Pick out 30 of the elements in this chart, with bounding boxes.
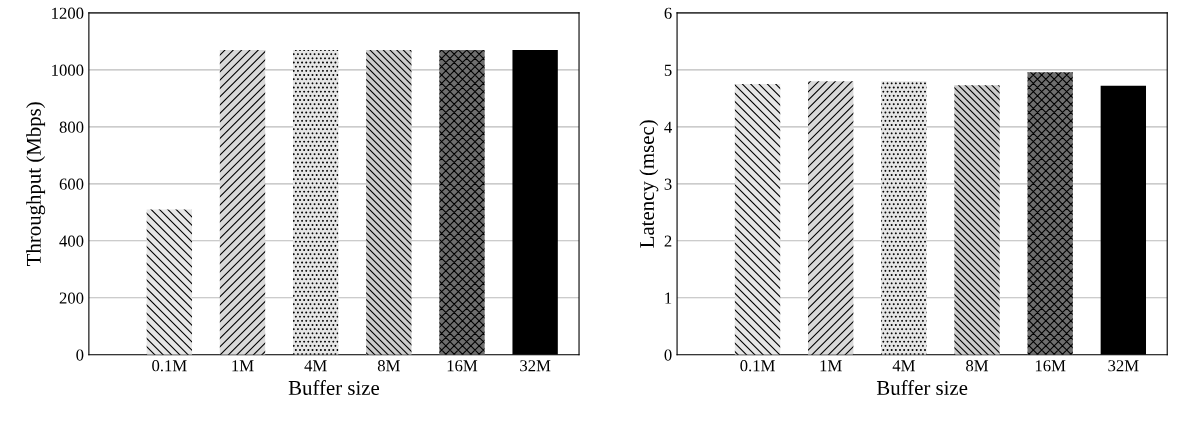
y-tick-label: 6 (664, 7, 672, 19)
x-tick-label: 1M (232, 360, 254, 372)
x-axis-title: Buffer size (288, 380, 380, 395)
x-tick-label: 8M (377, 360, 400, 372)
y-axis-title: Latency (msec) (639, 120, 659, 248)
x-tick-label: 0.1M (152, 360, 187, 372)
x-tick-label: 8M (966, 360, 989, 372)
y-tick-label: 600 (59, 178, 84, 190)
x-tick-label: 4M (304, 360, 327, 372)
x-tick-label: 32M (1108, 360, 1139, 372)
y-tick-label: 4 (664, 121, 672, 133)
y-tick-label: 1200 (52, 7, 84, 19)
y-tick-label: 1000 (52, 64, 84, 76)
x-tick-label: 4M (892, 360, 915, 372)
y-axis-title: Throughput (Mbps) (26, 102, 46, 266)
y-tick-label: 0 (76, 349, 84, 361)
x-tick-label: 0.1M (740, 360, 775, 372)
y-tick-label: 800 (59, 121, 84, 133)
x-tick-label: 16M (1035, 360, 1066, 372)
y-tick-label: 5 (664, 64, 672, 76)
y-tick-label: 400 (59, 235, 84, 247)
x-tick-label: 32M (520, 360, 551, 372)
x-tick-label: 16M (447, 360, 478, 372)
y-tick-label: 200 (59, 292, 84, 304)
x-axis-title: Buffer size (876, 380, 968, 395)
x-tick-label: 1M (820, 360, 842, 372)
y-tick-label: 2 (664, 235, 672, 247)
y-tick-label: 0 (664, 349, 672, 361)
y-tick-label: 1 (665, 292, 672, 304)
y-tick-label: 3 (664, 178, 672, 190)
